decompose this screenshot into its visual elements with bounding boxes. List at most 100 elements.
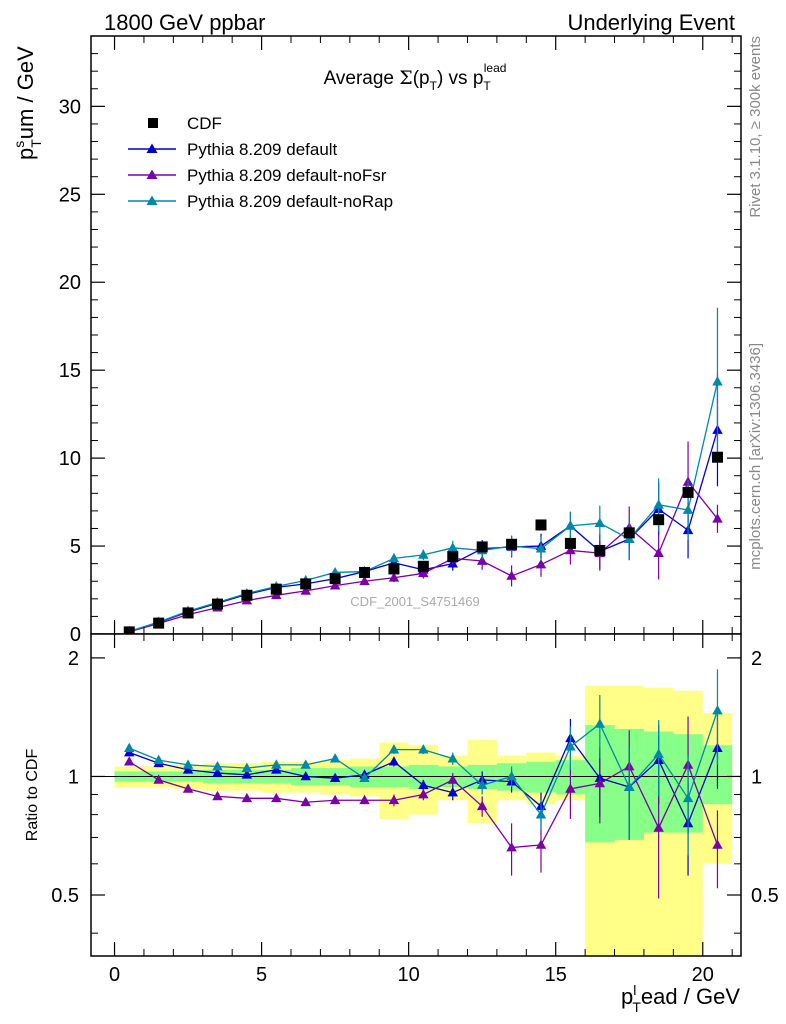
ratio-data-point [418,779,429,790]
main-data-point [418,549,429,559]
ratio-data-point [418,788,429,799]
ratio-data-point [271,759,282,769]
ratio-xlabel: pl Tead / GeV [621,982,740,1015]
ratio-data-point [388,744,400,754]
ratio-xtick-label: 10 [398,964,420,986]
ratio-data-point [712,705,723,715]
ratio-data-point [153,774,164,784]
ratio-series-layer [124,669,723,899]
main-axis-ticks: 0 5 10 15 20 25 30 [59,36,741,646]
ratio-ytick-label-left: 0.5 [51,885,79,907]
ratio-data-point [476,800,488,811]
header-right: Underlying Event [567,10,735,35]
main-data-point [565,544,576,555]
ratio-data-point [300,770,311,781]
ratio-data-point [506,842,517,852]
main-data-point [712,513,723,523]
main-data-point [300,585,311,595]
main-cdf-point [153,617,165,629]
ratio-xtick-label: 5 [256,964,267,986]
main-ytick-label: 25 [59,184,81,206]
legend-entry-default: Pythia 8.209 default [128,140,338,159]
ratio-data-point [182,764,194,774]
ratio-band-inner [526,761,556,793]
main-data-point [535,559,547,569]
ratio-data-point [624,781,635,791]
main-cdf-point [535,519,547,531]
main-cdf-point [564,537,576,549]
main-cdf-point [711,451,723,463]
ratio-data-point [182,783,194,793]
legend-norap-marker [146,195,158,205]
main-cdf-point [123,626,135,638]
main-cdf-point [682,486,694,498]
ratio-data-point [476,779,488,790]
main-series-layer [123,307,723,638]
ratio-data-point [535,809,547,819]
ratio-data-point [388,756,400,766]
main-cdf-point [359,566,371,578]
main-data-point [565,520,576,530]
ratio-data-point [241,762,253,772]
ratio-data-point [271,764,282,774]
legend-entry-nofsr: Pythia 8.209 default-noFsr [128,166,387,185]
main-cdf-point [594,544,606,556]
ratio-data-point [565,741,576,751]
legend: CDF Pythia 8.209 default Pythia 8.209 de… [128,114,393,211]
main-data-point [447,542,458,552]
main-data-point [388,552,400,563]
ratio-data-point [447,787,458,797]
ratio-data-point [359,794,370,805]
ratio-data-point [653,748,664,758]
ratio-data-point [300,759,311,769]
ratio-data-point [241,792,253,803]
main-cdf-point [388,563,400,575]
main-ytick-label: 15 [59,360,81,382]
ratio-data-point [594,718,606,728]
legend-default-marker [146,143,158,153]
main-cdf-point [211,598,223,610]
ratio-frame [90,633,742,957]
main-data-point [506,570,517,580]
ratio-ytick-label-right: 0.5 [751,885,779,907]
ratio-axis-ticks: 0.5 0.51 12 20 5 10 15 20 [51,634,779,986]
ratio-data-point [447,753,458,763]
ratio-data-point [124,742,135,752]
main-data-point [594,517,606,528]
main-ytick-label: 0 [70,624,81,646]
ratio-ytick-label-right: 1 [751,766,762,788]
ratio-ytick-label-left: 1 [68,766,79,788]
legend-default-label: Pythia 8.209 default [187,140,338,159]
main-ytick-label: 30 [59,96,81,118]
legend-nofsr-label: Pythia 8.209 default-noFsr [187,166,387,185]
main-data-point [476,555,488,565]
main-data-point [653,499,664,509]
ratio-data-point [388,794,400,805]
main-data-point [329,580,341,590]
ratio-data-point [565,783,576,793]
main-watermark: CDF_2001_S4751469 [350,594,479,609]
main-ytick-label: 20 [59,272,81,294]
ratio-data-point [212,790,223,801]
main-data-point [418,567,429,578]
main-ytick-label: 10 [59,448,81,470]
main-data-point [712,376,723,386]
main-cdf-point [653,514,665,526]
main-cdf-point [476,541,488,553]
mcplots-label: mcplots.cern.ch [arXiv:1306.3436] [747,343,764,570]
main-cdf-point [623,527,635,539]
main-cdf-point [506,538,518,550]
ratio-data-point [506,770,517,781]
ratio-data-point [182,759,194,769]
ratio-xtick-label: 15 [545,964,567,986]
main-cdf-point [329,573,341,585]
main-data-point [359,575,370,586]
rivet-label: Rivet 3.1.10, ≥ 300k events [747,36,764,218]
main-data-point [535,543,547,553]
main-data-point [682,504,694,514]
legend-norap-label: Pythia 8.209 default-noRap [187,192,393,211]
ratio-ytick-label-right: 2 [751,648,762,670]
ratio-data-point [712,839,723,849]
